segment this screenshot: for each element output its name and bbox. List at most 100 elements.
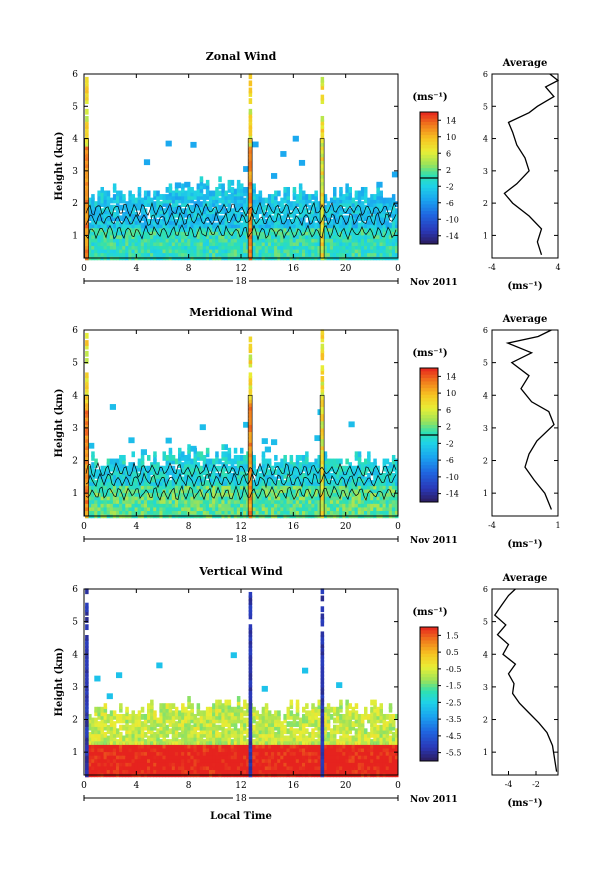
rain-spike	[248, 692, 253, 699]
average-frame	[491, 588, 559, 776]
rain-spike	[248, 183, 253, 190]
colorbar: 1.5 0.5 -0.5 -1.5 -2.5 -3.5 -4.5 -5.5	[419, 626, 461, 762]
rain-spike	[85, 696, 89, 702]
rain-spike	[248, 404, 253, 411]
rain-spike	[320, 240, 325, 247]
colorbar-tick-label: 6	[446, 149, 451, 158]
rain-spike	[248, 681, 253, 688]
rain-spike	[85, 706, 89, 713]
rain-spike	[85, 215, 89, 222]
rain-spike	[320, 393, 325, 400]
rain-spike	[248, 724, 253, 731]
rain-spike	[85, 480, 89, 486]
rain-spike	[85, 390, 89, 397]
x-tick-label: 0	[395, 781, 401, 791]
y-tick-label: 5	[72, 359, 78, 369]
contour-line	[85, 211, 397, 227]
rain-spike	[320, 137, 325, 144]
rain-spike	[248, 771, 253, 778]
rain-spike	[248, 176, 253, 183]
rain-spike	[85, 617, 89, 623]
y-tick-label: 6	[483, 326, 488, 335]
rain-spike	[85, 713, 89, 720]
x-tick-label: 20	[340, 522, 352, 532]
y-tick-label: 5	[483, 359, 488, 368]
rain-spike	[320, 243, 325, 250]
colorbar-tick-label: -0.5	[446, 665, 461, 674]
rain-spike	[85, 218, 89, 225]
rain-spike	[320, 130, 325, 136]
rain-spike	[85, 753, 89, 760]
rain-spike	[320, 771, 325, 778]
rain-spike	[248, 498, 253, 504]
rain-spike	[320, 419, 325, 425]
rain-spike	[320, 724, 325, 731]
rain-spike	[320, 411, 325, 418]
colorbar-tick-label: -3.5	[446, 715, 461, 724]
y-tick-label: 2	[483, 199, 488, 208]
contour-line	[85, 224, 397, 241]
x-tick-label: 0	[395, 522, 401, 532]
y-tick-label: 1	[72, 489, 78, 499]
rain-spike	[320, 710, 325, 717]
rain-spike	[85, 688, 89, 695]
rain-spike	[320, 767, 325, 774]
colorbar-tick-label: 10	[446, 133, 456, 142]
rain-spike	[85, 721, 89, 727]
rain-spike	[85, 197, 89, 204]
rain-spike	[85, 429, 89, 436]
rain-spike	[85, 408, 89, 415]
rain-spike	[320, 172, 325, 179]
average-series-line	[505, 329, 555, 510]
rain-spike	[320, 764, 325, 771]
rain-spike	[85, 652, 89, 659]
rain-spike	[85, 692, 89, 699]
average-title: Average	[502, 573, 548, 584]
rain-spike	[85, 685, 89, 692]
rain-spike	[85, 84, 89, 90]
rain-spike	[85, 94, 89, 101]
rain-spike	[85, 211, 89, 218]
x-tick-label: 8	[186, 264, 192, 274]
rain-spike	[85, 376, 89, 382]
rain-spike	[248, 635, 253, 641]
rain-spike	[85, 422, 89, 429]
rain-spike	[85, 130, 89, 136]
rain-spike	[248, 194, 253, 200]
y-tick-label: 2	[72, 457, 78, 467]
month-label: Nov 2011	[410, 795, 458, 805]
rain-spike	[320, 498, 325, 504]
rain-spike	[248, 236, 253, 243]
rain-spike	[248, 222, 253, 229]
rain-spike	[320, 390, 325, 397]
rain-spike	[248, 746, 253, 753]
rain-spike	[320, 454, 325, 461]
rain-spike	[248, 147, 253, 154]
rain-spike	[85, 749, 89, 756]
x-tick-label: 4	[133, 264, 139, 274]
y-tick-label: 5	[72, 618, 78, 628]
rain-spike	[320, 115, 325, 122]
rain-spike	[320, 162, 325, 168]
rain-spike	[248, 713, 253, 720]
y-tick-label: 4	[483, 650, 488, 659]
rain-spike	[248, 386, 253, 393]
rain-spike	[248, 667, 253, 674]
rain-spike	[248, 437, 253, 443]
rain-spike	[85, 201, 89, 207]
y-tick-label: 2	[483, 716, 488, 725]
rain-spike	[85, 588, 89, 595]
colorbar-tick-label: -2	[446, 439, 454, 448]
colorbar-tick-label: -14	[446, 232, 459, 241]
rain-spike	[85, 411, 89, 418]
rain-spike	[85, 771, 89, 778]
rain-spike	[248, 613, 253, 620]
rain-spike	[320, 165, 325, 172]
rain-spike	[248, 490, 253, 497]
rain-spike	[248, 415, 253, 422]
rain-spike	[320, 386, 325, 393]
average-profile: Average 1 2 3 4 5 6 -4 4 (ms⁻¹)	[483, 58, 561, 292]
rain-spike	[85, 678, 89, 684]
rain-spike	[320, 717, 325, 724]
rain-spike	[248, 162, 253, 168]
